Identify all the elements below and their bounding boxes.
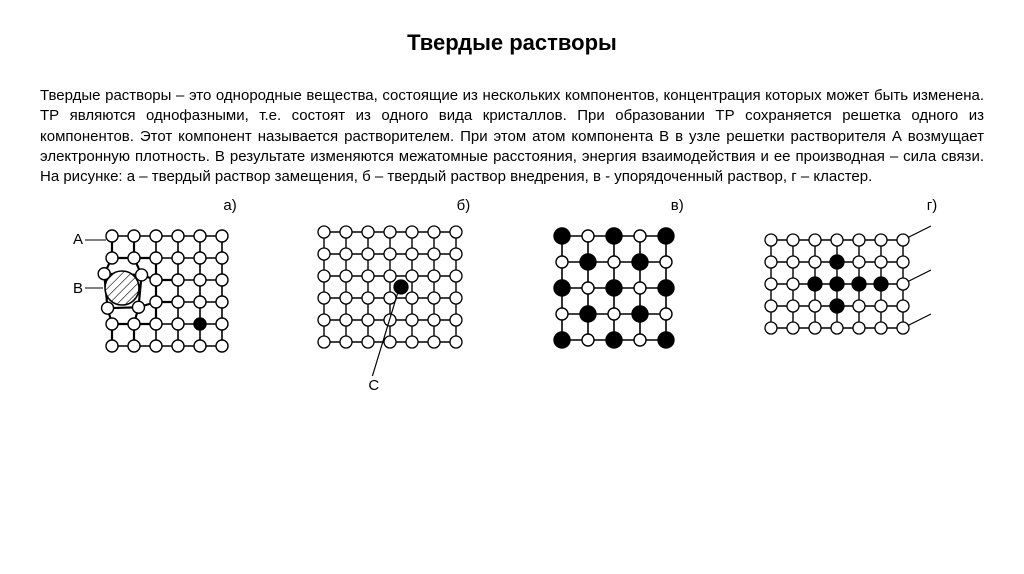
diagram-d: г) — [757, 197, 957, 368]
diagram-a-label: а) — [223, 197, 256, 214]
lattice-a-svg: АВ — [67, 218, 257, 398]
diagram-b-label: б) — [457, 197, 491, 214]
lattice-d-svg — [757, 218, 957, 368]
svg-text:А: А — [73, 231, 83, 248]
diagram-c-label: в) — [671, 197, 704, 214]
lattice-b-svg: С — [310, 218, 490, 418]
diagram-d-label: г) — [927, 197, 957, 214]
diagram-row: а) АВ б) С в) г) — [40, 197, 984, 418]
diagram-c: в) — [544, 197, 704, 378]
body-paragraph: Твердые растворы – это однородные вещест… — [40, 86, 984, 187]
page-title: Твердые растворы — [40, 30, 984, 56]
lattice-c-svg — [544, 218, 704, 378]
diagram-a: а) АВ — [67, 197, 257, 398]
diagram-b: б) С — [310, 197, 490, 418]
svg-text:С: С — [369, 377, 380, 394]
svg-text:В: В — [73, 280, 83, 297]
